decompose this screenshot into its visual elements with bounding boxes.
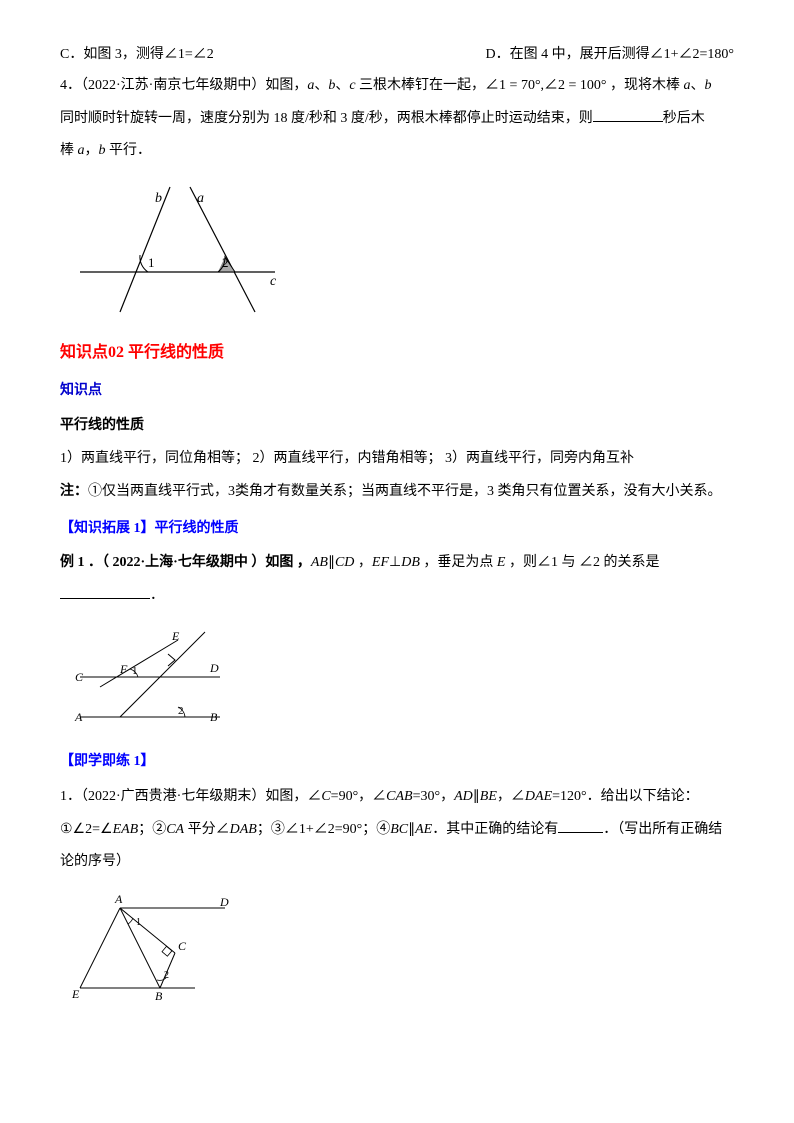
option-d: D．在图 4 中，展开后测得∠1+∠2=180° xyxy=(485,40,734,71)
fig2-E: E xyxy=(171,629,180,643)
q4-m4: 、 xyxy=(691,78,705,93)
p1-bc: BC xyxy=(390,822,408,837)
option-c-text: 如图 3，测得∠1=∠2 xyxy=(83,47,213,62)
p1-l2b: ；② xyxy=(138,822,166,837)
p1-l2c: 平分∠ xyxy=(184,822,230,837)
fig3-A: A xyxy=(114,892,123,906)
option-d-text: 在图 4 中，展开后测得∠1+∠2=180° xyxy=(510,47,734,62)
ex1-ef: EF xyxy=(372,555,389,570)
q4-m3: 三根木棒钉在一起，∠1 = 70°,∠2 = 100° ，现将木棒 xyxy=(356,78,684,93)
fig3-E: E xyxy=(71,987,80,1001)
practice-1-line2: ①∠2=∠EAB；②CA 平分∠DAB；③∠1+∠2=90°；④BC∥AE．其中… xyxy=(60,815,734,846)
q4-m2: 、 xyxy=(335,78,349,93)
practice-1-line1: 1．（2022·广西贵港·七年级期末）如图，∠C=90°，∠CAB=30°，AD… xyxy=(60,782,734,813)
p1-ae: AE xyxy=(415,822,432,837)
note-line: 注：①仅当两直线平行式，3类角才有数量关系；当两直线不平行是，3 类角只有位置关… xyxy=(60,477,734,508)
fig2-C: C xyxy=(75,670,84,684)
p1-eab: EAB xyxy=(113,822,139,837)
p1-e90: =90°，∠ xyxy=(331,789,387,804)
q4-a2: a xyxy=(684,78,691,93)
example-1: 例 1 ．（ 2022·上海·七年级期中 ）如图 ，AB∥CD ，EF⊥DB ，… xyxy=(60,548,734,579)
p1-prefix: 1．（2022·广西贵港·七年级期末）如图，∠ xyxy=(60,789,321,804)
note-prefix: 注： xyxy=(60,484,88,499)
fig2-l1: 1 xyxy=(132,665,138,677)
p1-cab: CAB xyxy=(386,789,412,804)
fig3-l1: 1 xyxy=(136,917,141,928)
q4-l3a: 棒 xyxy=(60,143,78,158)
fig3-C: C xyxy=(178,939,187,953)
q4-prefix: 4．（2022·江苏·南京七年级期中）如图， xyxy=(60,78,307,93)
p1-ad: AD xyxy=(454,789,473,804)
ex1-par: ∥ xyxy=(328,555,335,570)
q4-a3: a xyxy=(78,143,85,158)
q4-b3: b xyxy=(99,143,106,158)
ex1-ab: AB xyxy=(311,555,328,570)
fig1-a: a xyxy=(197,191,204,206)
question-4-line3: 棒 a，b 平行． xyxy=(60,136,734,167)
ex1-s1: ， xyxy=(354,555,372,570)
fig1-l2: 2 xyxy=(222,255,229,270)
p1-l2a: ①∠2=∠ xyxy=(60,822,113,837)
question-4: 4．（2022·江苏·南京七年级期中）如图，a、b、c 三根木棒钉在一起，∠1 … xyxy=(60,71,734,102)
p1-l2g: ．（写出所有正确结 xyxy=(603,822,722,837)
blank-3 xyxy=(558,819,603,833)
blank-2 xyxy=(60,585,150,599)
q4-l2a: 同时顺时针旋转一周，速度分别为 18 度/秒和 3 度/秒，两根木棒都停止时运动… xyxy=(60,111,593,126)
p1-dae: DAE xyxy=(525,789,552,804)
fig1-c: c xyxy=(270,274,277,289)
p1-par: ∥ xyxy=(473,789,480,804)
option-c-prefix: C． xyxy=(60,47,83,62)
section-02-title: 知识点02 平行线的性质 xyxy=(60,335,734,370)
options-row: C．如图 3，测得∠1=∠2 D．在图 4 中，展开后测得∠1+∠2=180° xyxy=(60,40,734,71)
p1-be: BE xyxy=(480,789,497,804)
practice-1-label: 【即学即练 1】 xyxy=(60,747,734,778)
q4-b2: b xyxy=(705,78,712,93)
p1-e30: =30°， xyxy=(413,789,455,804)
note-text: ①仅当两直线平行式，3类角才有数量关系；当两直线不平行是，3 类角只有位置关系，… xyxy=(88,484,722,499)
ex1-prefix: 例 1 ．（ 2022·上海·七年级期中 ）如图 ， xyxy=(60,555,311,570)
ex1-dot: ． xyxy=(150,588,164,603)
ex1-tail: ，则∠1 与 ∠2 的关系是 xyxy=(505,555,659,570)
fig2-F: F xyxy=(119,662,128,676)
ex1-mid: ，垂足为点 xyxy=(420,555,497,570)
q4-l3c: 平行． xyxy=(106,143,152,158)
p1-c: C xyxy=(321,789,330,804)
fig3-D: D xyxy=(219,895,229,909)
example-1-blank: ． xyxy=(60,581,734,612)
fig3-B: B xyxy=(155,989,163,1003)
q4-l3b: ， xyxy=(85,143,99,158)
fig1-l1: 1 xyxy=(148,255,155,270)
practice-1-line3: 论的序号） xyxy=(60,847,734,878)
option-c: C．如图 3，测得∠1=∠2 xyxy=(60,40,214,71)
p1-l2d: ；③∠1+∠2=90°；④ xyxy=(257,822,390,837)
figure-3: A D C E B 1 2 xyxy=(60,888,734,1003)
p1-e120: =120°．给出以下结论： xyxy=(552,789,699,804)
p1-dab: DAB xyxy=(230,822,257,837)
expand-1: 【知识拓展 1】平行线的性质 xyxy=(60,514,734,545)
fig2-B: B xyxy=(210,710,218,724)
fig2-A: A xyxy=(74,710,83,724)
ex1-perp: ⊥ xyxy=(389,555,401,570)
knowledge-point-label: 知识点 xyxy=(60,376,734,407)
blank-1 xyxy=(593,108,663,122)
ex1-db: DB xyxy=(401,555,420,570)
p1-sep: ，∠ xyxy=(497,789,525,804)
q4-m1: 、 xyxy=(314,78,328,93)
figure-2: C F E D A B 1 2 xyxy=(60,622,734,737)
fig2-D: D xyxy=(209,661,219,675)
ex1-cd: CD xyxy=(335,555,354,570)
property-list: 1）两直线平行，同位角相等； 2）两直线平行，内错角相等； 3）两直线平行，同旁… xyxy=(60,444,734,475)
q4-l2b: 秒后木 xyxy=(663,111,705,126)
fig1-b: b xyxy=(155,191,162,206)
question-4-line2: 同时顺时针旋转一周，速度分别为 18 度/秒和 3 度/秒，两根木棒都停止时运动… xyxy=(60,104,734,135)
figure-1: b a c 1 2 xyxy=(60,177,734,317)
property-title: 平行线的性质 xyxy=(60,411,734,442)
p1-l2f: ．其中正确的结论有 xyxy=(432,822,558,837)
p1-ca: CA xyxy=(166,822,184,837)
option-d-prefix: D． xyxy=(485,47,509,62)
